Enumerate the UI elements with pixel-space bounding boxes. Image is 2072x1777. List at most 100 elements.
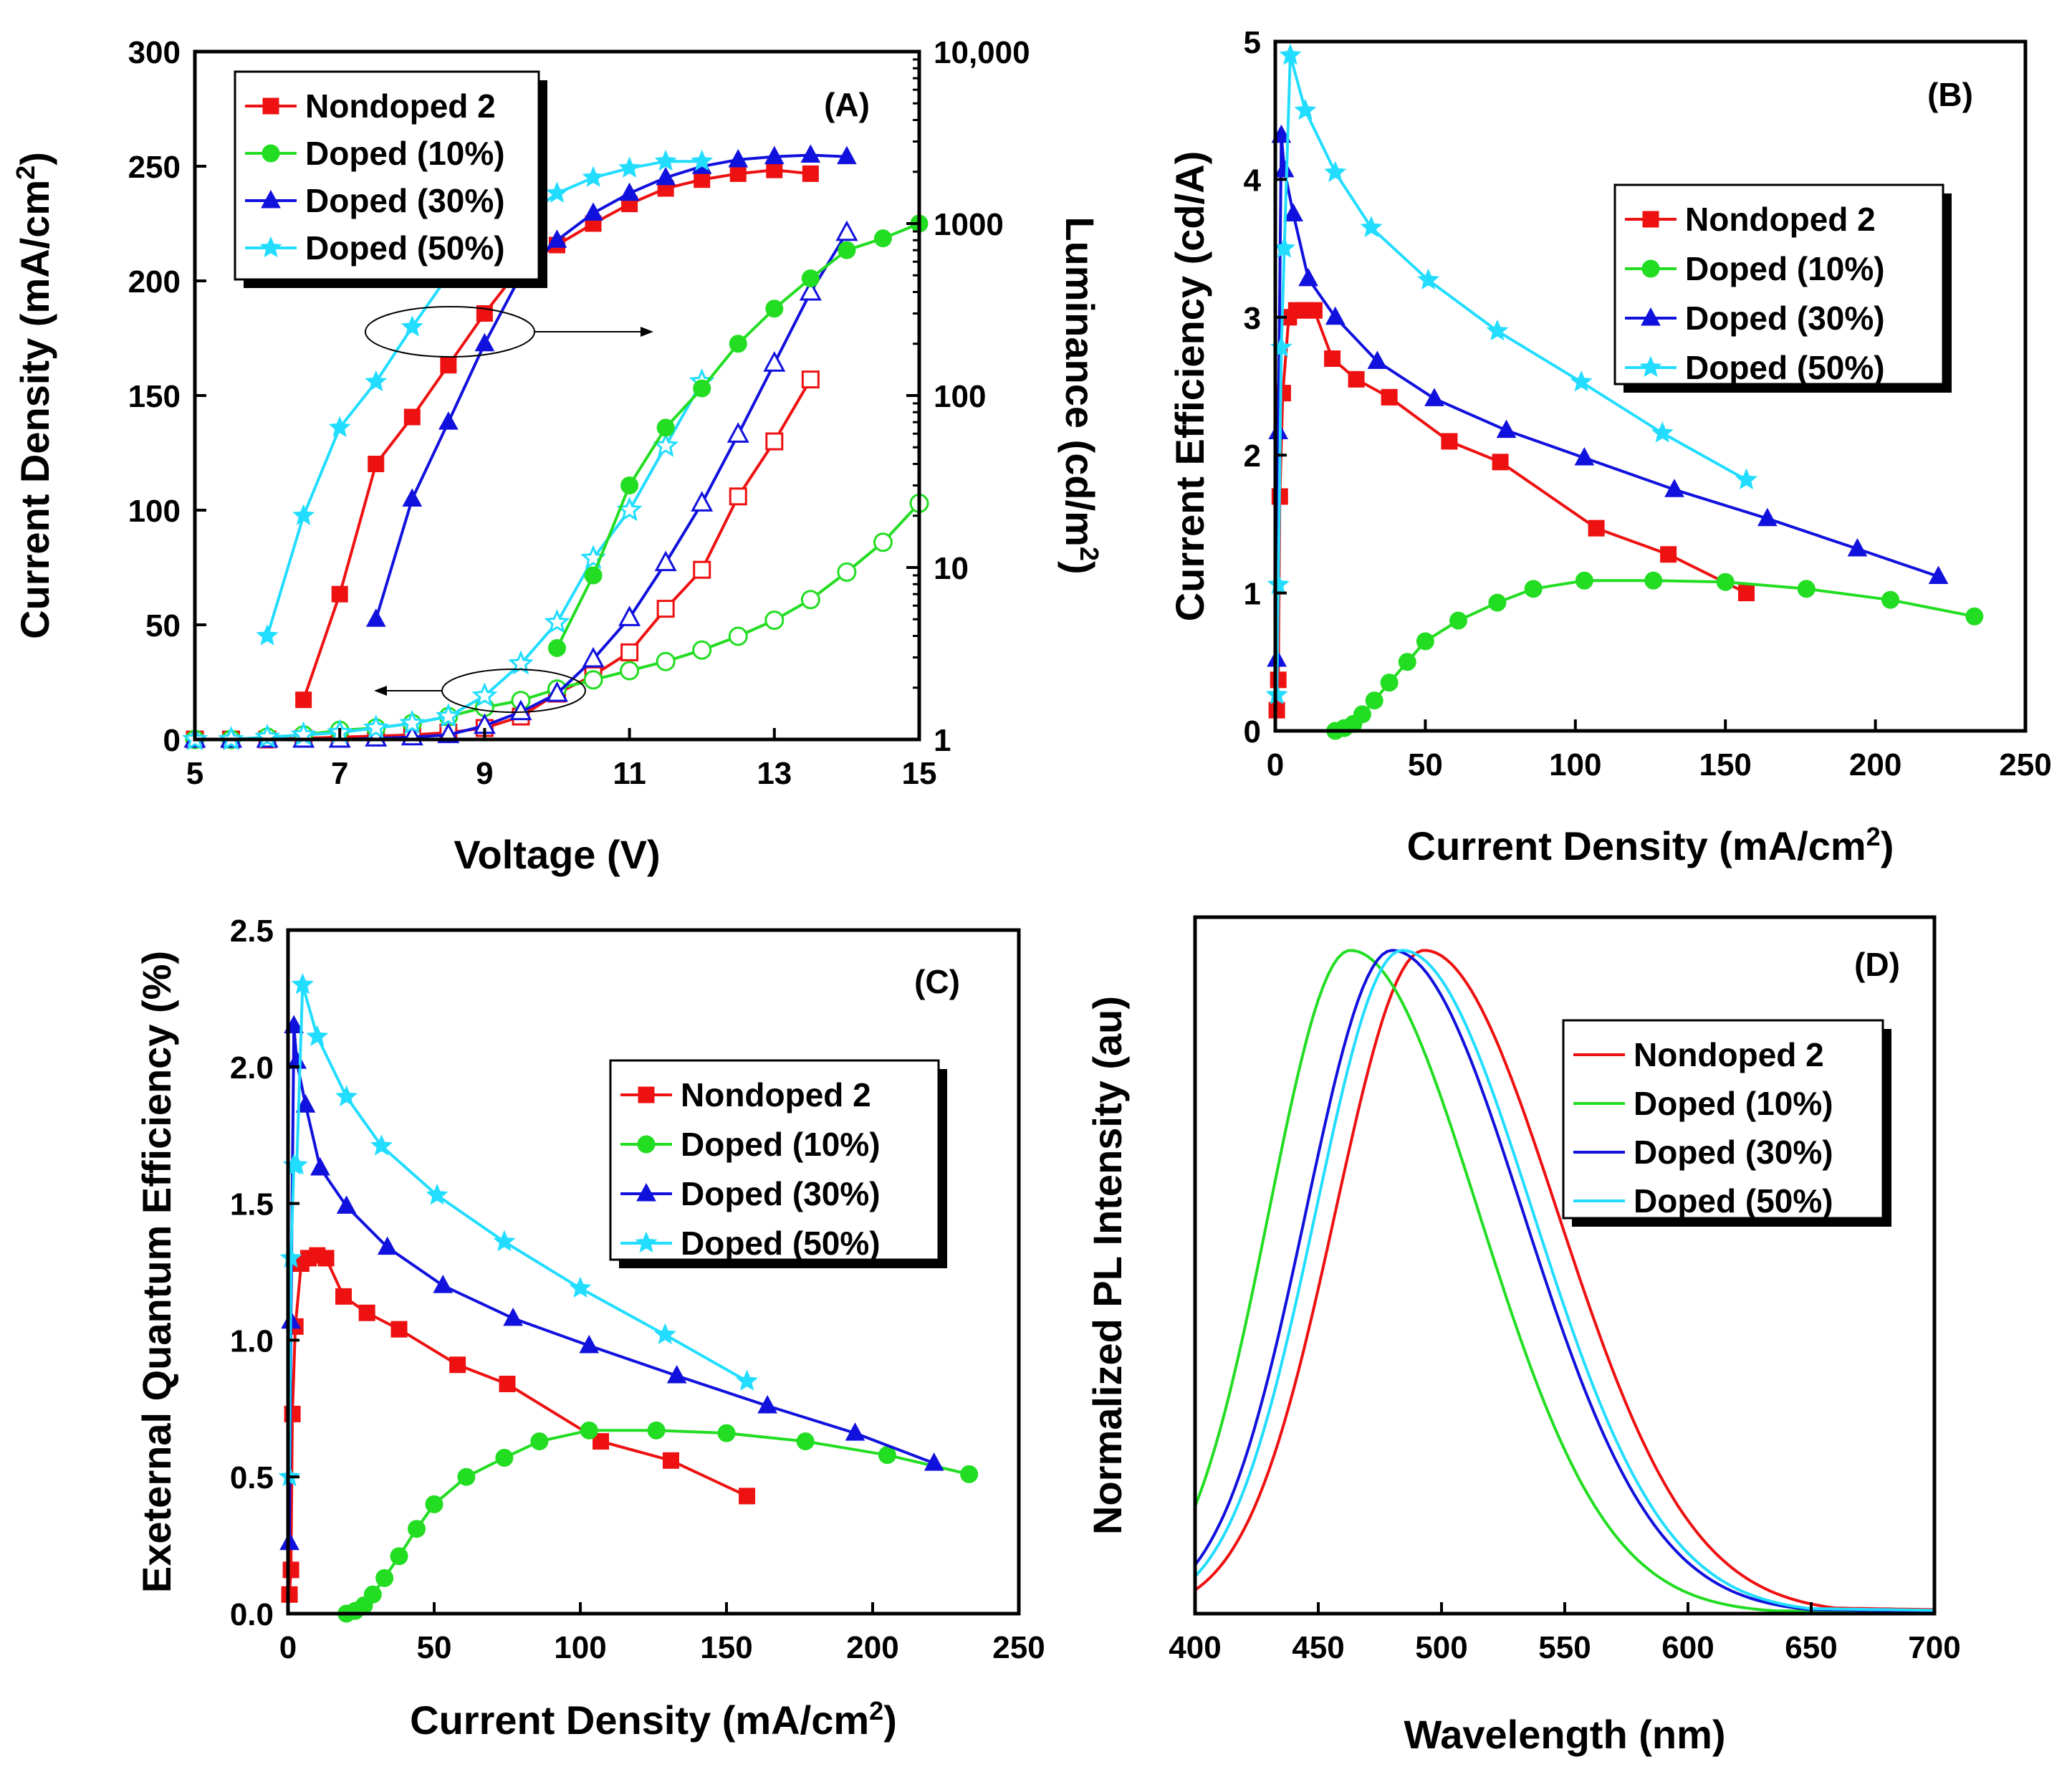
- data-point: [548, 638, 566, 657]
- data-point: [363, 714, 389, 739]
- data-point: [1283, 203, 1303, 221]
- data-point: [1928, 565, 1949, 585]
- y-tick-label: 200: [128, 264, 181, 300]
- series-nondoped-2-0: [281, 1247, 756, 1603]
- y-tick-label: 1.0: [230, 1323, 274, 1359]
- data-point: [656, 166, 676, 186]
- y-tick-label: 1: [1244, 577, 1261, 612]
- panel-b: 0 50 100 150 200 250 0 1 2 3 4 5 Current Density (mA…: [1167, 25, 2052, 868]
- data-point: [1664, 479, 1684, 497]
- x-tick-label: 0: [279, 1630, 297, 1665]
- data-point: [796, 1432, 815, 1451]
- legend-box: [234, 70, 540, 281]
- series-doped-10--1: [337, 1421, 979, 1623]
- x-tick-label: 250: [1999, 747, 2051, 782]
- series-line: [288, 1254, 748, 1595]
- data-point: [401, 315, 423, 337]
- data-point: [335, 1288, 352, 1305]
- series-line: [195, 380, 704, 741]
- legend-entry: Nondoped 2: [620, 1076, 871, 1113]
- legend-label: Nondoped 2: [1634, 1036, 1824, 1073]
- data-point: [583, 202, 603, 221]
- legend-entry: Doped (30%): [1625, 300, 1885, 337]
- data-point: [363, 1585, 382, 1604]
- panel-label: (B): [1927, 76, 1973, 113]
- data-point: [449, 1356, 466, 1374]
- data-point: [358, 1304, 375, 1321]
- data-point: [801, 370, 820, 389]
- legend-label: Doped (50%): [1685, 349, 1885, 386]
- legend-entry: Nondoped 2: [245, 87, 496, 125]
- data-point: [335, 1085, 358, 1106]
- x-tick-label: 50: [1408, 747, 1443, 782]
- data-point: [474, 332, 495, 352]
- data-point: [766, 161, 783, 178]
- x-tick-label: 600: [1661, 1630, 1714, 1665]
- legend-entry: Doped (50%): [245, 229, 505, 267]
- data-point: [693, 560, 711, 579]
- y-tick-label: 150: [128, 379, 181, 414]
- data-point: [399, 709, 426, 734]
- data-point: [1298, 267, 1318, 287]
- data-point: [1348, 370, 1365, 388]
- data-point: [1417, 268, 1440, 290]
- x-tick-label: 650: [1785, 1630, 1837, 1665]
- data-point: [426, 1183, 449, 1205]
- y-axis-label: Current Efficiency (cd/A): [1167, 151, 1212, 622]
- data-point: [1365, 691, 1383, 710]
- data-point: [960, 1465, 979, 1483]
- y-tick-label: 50: [145, 608, 181, 643]
- data-point: [545, 681, 569, 702]
- series-doped-10--5: [548, 214, 929, 657]
- data-point: [435, 703, 461, 728]
- data-point: [291, 973, 314, 995]
- data-point: [729, 487, 747, 506]
- legend-marker: [259, 236, 282, 258]
- legend-label: Doped (30%): [1634, 1134, 1833, 1171]
- data-point: [620, 661, 640, 681]
- series-doped-30--2: [279, 1015, 944, 1551]
- legend-label: Doped (10%): [1685, 250, 1885, 287]
- y2-tick-label: 1: [934, 723, 951, 758]
- x-tick-label: 15: [902, 756, 937, 791]
- data-point: [593, 1433, 610, 1450]
- data-point: [692, 640, 712, 660]
- data-point: [1847, 537, 1868, 557]
- data-point: [656, 600, 675, 618]
- panel-b-frame: [1273, 39, 2028, 733]
- data-point: [656, 418, 675, 437]
- legend-entry: Doped (10%): [620, 1126, 881, 1163]
- data-point: [279, 1246, 302, 1268]
- legend-label: Doped (30%): [305, 182, 505, 219]
- data-point: [619, 182, 640, 201]
- x-axis-label: Current Density (mA/cm2): [410, 1696, 897, 1743]
- data-point: [582, 646, 605, 668]
- data-point: [620, 476, 639, 494]
- data-point: [653, 1323, 676, 1344]
- data-point: [1325, 306, 1346, 325]
- data-point: [547, 229, 567, 248]
- data-point: [310, 1156, 330, 1176]
- data-point: [1492, 454, 1509, 471]
- legend-marker: [637, 1135, 656, 1154]
- data-point: [694, 171, 711, 188]
- legend-marker: [638, 1086, 655, 1103]
- legend-label: Nondoped 2: [681, 1076, 871, 1113]
- data-point: [256, 624, 279, 646]
- x-tick-label: 200: [846, 1630, 898, 1665]
- data-point: [1575, 571, 1593, 590]
- data-point: [837, 562, 857, 582]
- data-point: [402, 488, 423, 507]
- data-point: [618, 156, 641, 178]
- data-point: [736, 1369, 759, 1391]
- data-point: [620, 643, 639, 661]
- series-doped-50--3: [278, 973, 759, 1487]
- y-axis-label: Current Density (mA/cm2): [11, 152, 57, 639]
- annotation-arrowhead: [641, 327, 653, 337]
- data-point: [582, 166, 605, 188]
- data-point: [1588, 519, 1605, 537]
- legend-marker: [1642, 211, 1659, 228]
- legend-marker: [1641, 307, 1661, 326]
- data-point: [579, 1334, 600, 1354]
- data-point: [799, 279, 822, 301]
